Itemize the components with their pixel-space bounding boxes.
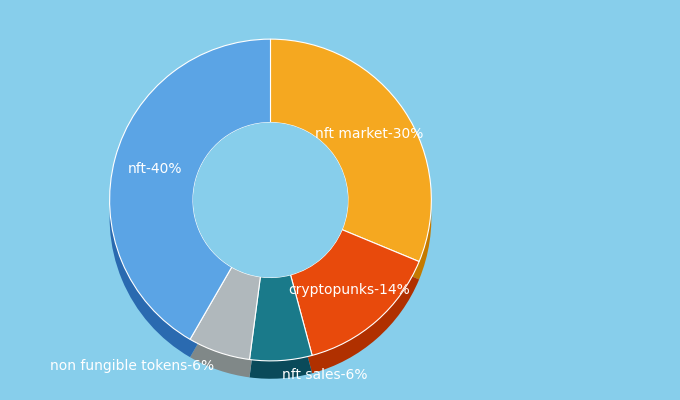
Wedge shape — [190, 267, 260, 360]
Wedge shape — [290, 230, 419, 355]
Text: nft sales-6%: nft sales-6% — [282, 368, 367, 382]
Wedge shape — [250, 293, 312, 379]
Text: non fungible tokens-6%: non fungible tokens-6% — [50, 360, 214, 374]
Wedge shape — [271, 39, 431, 262]
Wedge shape — [190, 285, 260, 377]
Wedge shape — [271, 57, 431, 280]
Wedge shape — [109, 39, 271, 339]
Text: cryptopunks-14%: cryptopunks-14% — [288, 282, 410, 296]
Text: nft market-30%: nft market-30% — [316, 127, 424, 141]
Circle shape — [193, 122, 348, 278]
Text: nft-40%: nft-40% — [128, 162, 183, 176]
Wedge shape — [250, 275, 312, 361]
Wedge shape — [290, 248, 419, 373]
Wedge shape — [109, 57, 271, 357]
